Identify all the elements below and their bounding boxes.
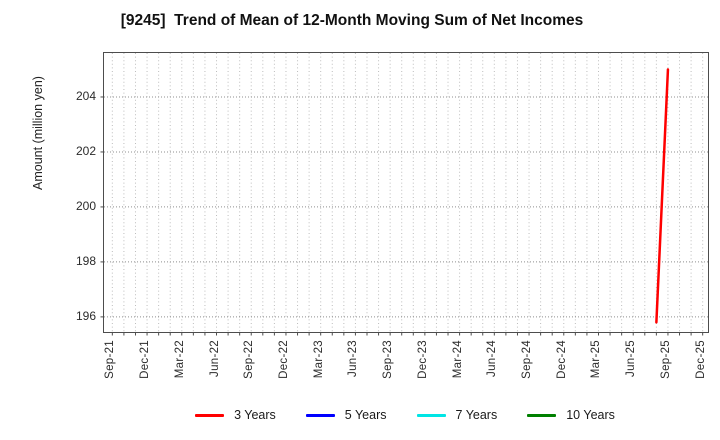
x-tick-label: Jun-22 — [208, 340, 221, 377]
x-tick-label: Dec-22 — [277, 340, 290, 379]
legend-label: 10 Years — [566, 408, 615, 422]
y-tick-label: 198 — [75, 253, 96, 268]
x-tick-label: Dec-24 — [555, 340, 568, 379]
x-tick-label: Sep-21 — [104, 340, 117, 379]
x-tick-label: Sep-25 — [659, 340, 672, 379]
x-tick-label: Dec-21 — [139, 340, 152, 379]
x-tick-label: Jun-24 — [486, 340, 499, 377]
legend-item-10-years: 10 Years — [527, 408, 615, 422]
x-tick-label: Sep-24 — [521, 340, 534, 379]
x-tick-label: Sep-23 — [382, 340, 395, 379]
x-tick-label: Dec-23 — [416, 340, 429, 379]
x-tick-label: Mar-25 — [590, 340, 603, 379]
chart-canvas — [100, 53, 708, 336]
series-line-3-years — [655, 68, 670, 324]
legend-swatch-10-years — [527, 413, 557, 417]
legend-item-7-years: 7 Years — [416, 408, 498, 422]
x-tick-label: Jun-23 — [347, 340, 360, 377]
legend-swatch-7-years — [416, 413, 446, 417]
y-tick-label: 200 — [75, 198, 96, 213]
legend-label: 3 Years — [234, 408, 276, 422]
chart-title: [9245] Trend of Mean of 12-Month Moving … — [120, 12, 584, 29]
legend-label: 5 Years — [344, 408, 387, 422]
x-tick-label: Sep-22 — [243, 340, 256, 379]
x-tick-label: Dec-25 — [694, 340, 707, 379]
x-tick-label: Mar-22 — [173, 340, 186, 379]
legend: 3 Years 5 Years 7 Years 10 Years — [103, 403, 707, 427]
legend-item-5-years: 5 Years — [305, 408, 387, 422]
x-tick-label: Mar-24 — [451, 340, 464, 379]
plot-area — [100, 52, 709, 336]
legend-swatch-3-years — [195, 413, 225, 417]
legend-item-3-years: 3 Years — [195, 408, 276, 422]
y-tick-label: 204 — [75, 88, 96, 103]
y-tick-label: 202 — [75, 143, 96, 158]
x-tick-label: Jun-25 — [625, 340, 638, 377]
y-tick-label: 196 — [75, 308, 96, 323]
x-tick-label: Mar-23 — [312, 340, 325, 379]
legend-swatch-5-years — [305, 413, 335, 417]
legend-label: 7 Years — [455, 408, 498, 422]
